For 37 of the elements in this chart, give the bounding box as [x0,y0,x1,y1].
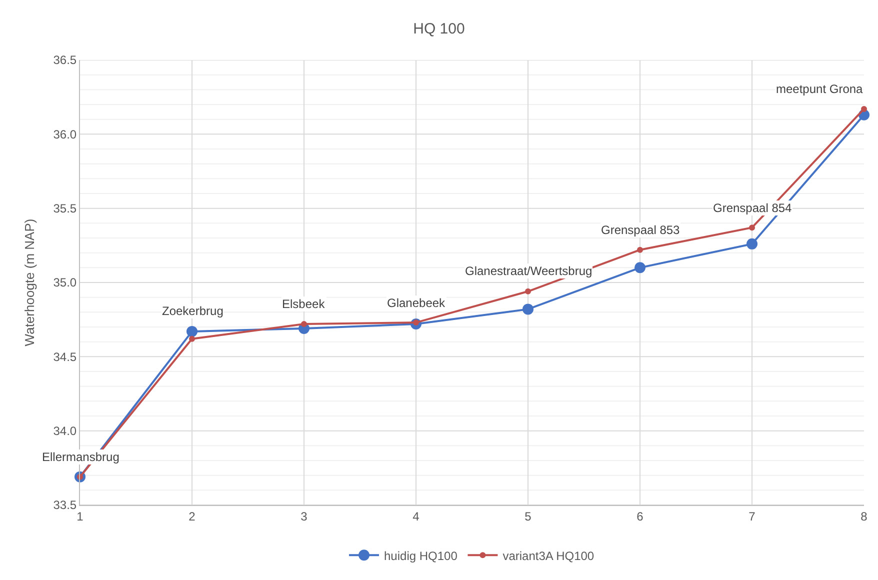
annotation: Zoekerbrug [162,304,224,318]
point [525,288,531,294]
x-tick-label: 6 [636,509,644,524]
point [301,321,307,328]
point [186,326,198,337]
y-tick-label: 36.5 [53,53,77,68]
annotation: Ellermansbrug [42,450,120,464]
annotation: Grenspaal 854 [713,201,792,215]
legend-label: huidig HQ100 [384,548,458,563]
y-tick-label: 34.0 [53,424,77,438]
x-tick-label: 8 [860,509,868,524]
annotation: Elsbeek [282,297,326,311]
annotation: Grenspaal 853 [601,223,680,237]
y-tick-label: 35.0 [53,276,77,290]
y-axis-title: Waterhoogte (m NAP) [22,218,38,346]
y-tick-label: 34.5 [53,350,77,364]
y-tick-label: 33.5 [53,498,77,512]
point [637,246,643,253]
annotation: Glanebeek [387,296,446,310]
point [189,336,195,342]
annotation: Glanestraat/Weertsbrug [465,264,592,278]
annotation: meetpunt Grona [776,82,864,96]
point [861,106,867,112]
x-tick-label: 4 [412,509,420,524]
x-tick-label: 1 [76,509,84,524]
y-tick-label: 36.0 [53,127,77,142]
y-tick-label: 35.5 [53,202,77,216]
point [746,238,758,250]
legend-label: variant3A HQ100 [502,548,594,563]
chart-title: HQ 100 [413,20,465,38]
x-tick-label: 7 [748,509,756,524]
x-tick-label: 5 [524,509,532,524]
x-tick-label: 3 [300,509,308,524]
point [522,304,534,315]
point [749,224,755,231]
x-tick-label: 2 [188,509,196,524]
point [634,262,646,274]
